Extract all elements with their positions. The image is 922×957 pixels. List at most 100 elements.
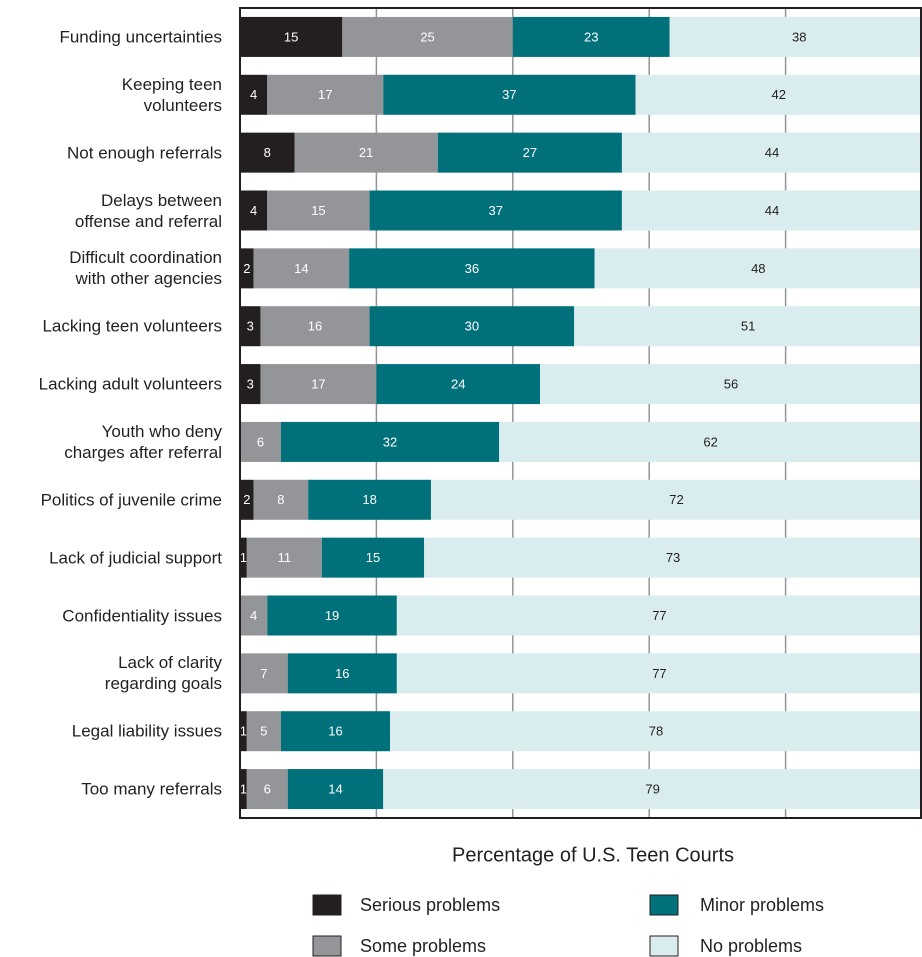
data-label: 27 bbox=[523, 145, 537, 160]
y-tick-label: Lacking teen volunteers bbox=[42, 316, 222, 336]
bar-segment bbox=[240, 132, 295, 173]
bar-segment bbox=[240, 190, 268, 231]
bar-segment bbox=[240, 711, 247, 752]
y-tick-label: Keeping teen volunteers bbox=[121, 74, 222, 115]
data-label: 16 bbox=[328, 724, 342, 739]
bar-segment bbox=[396, 595, 922, 636]
data-label: 1 bbox=[240, 782, 247, 797]
data-label: 6 bbox=[264, 782, 271, 797]
bar-segment bbox=[369, 306, 575, 347]
y-tick-label: Politics of juvenile crime bbox=[40, 490, 222, 510]
data-label: 11 bbox=[278, 550, 292, 565]
bar-segment bbox=[240, 306, 261, 347]
data-label: 21 bbox=[359, 145, 373, 160]
legend-swatch bbox=[312, 894, 342, 916]
bar-segment bbox=[240, 421, 281, 462]
data-label: 42 bbox=[772, 87, 786, 102]
bar-segment bbox=[342, 16, 513, 57]
data-label: 44 bbox=[765, 203, 779, 218]
data-label: 19 bbox=[325, 608, 339, 623]
data-label: 51 bbox=[741, 319, 755, 334]
bar-segment bbox=[621, 132, 922, 173]
data-label: 18 bbox=[362, 492, 376, 507]
legend-label: Minor problems bbox=[700, 895, 824, 915]
data-label: 48 bbox=[751, 261, 765, 276]
data-label: 15 bbox=[366, 550, 380, 565]
plot-frame bbox=[239, 7, 922, 819]
bar-segment bbox=[512, 16, 670, 57]
data-label: 8 bbox=[264, 145, 271, 160]
data-label: 37 bbox=[489, 203, 503, 218]
bar-segment bbox=[246, 711, 281, 752]
data-label: 30 bbox=[465, 319, 479, 334]
data-label: 72 bbox=[669, 492, 683, 507]
data-label: 4 bbox=[250, 203, 257, 218]
y-tick-label: Youth who deny charges after referral bbox=[64, 421, 222, 462]
bar-segment bbox=[260, 306, 370, 347]
y-tick-label: Lacking adult volunteers bbox=[38, 374, 222, 394]
legend-swatch bbox=[312, 935, 342, 957]
data-label: 4 bbox=[250, 608, 257, 623]
bar-segment bbox=[240, 479, 254, 520]
bar-segment bbox=[308, 479, 431, 520]
data-label: 14 bbox=[328, 782, 342, 797]
data-label: 56 bbox=[724, 377, 738, 392]
data-label: 3 bbox=[247, 319, 254, 334]
bar-segment bbox=[594, 248, 922, 289]
data-label: 5 bbox=[260, 724, 267, 739]
bar-segment bbox=[240, 74, 268, 115]
bar-segment bbox=[369, 190, 622, 231]
data-label: 17 bbox=[311, 377, 325, 392]
data-label: 1 bbox=[240, 724, 247, 739]
bar-segment bbox=[621, 190, 922, 231]
data-label: 24 bbox=[451, 377, 465, 392]
data-label: 6 bbox=[257, 434, 264, 449]
bar-segment bbox=[240, 653, 288, 694]
bar-segment bbox=[240, 537, 247, 578]
y-tick-label: Confidentiality issues bbox=[62, 606, 222, 625]
data-label: 15 bbox=[284, 29, 298, 44]
bar-segment bbox=[280, 711, 391, 752]
bar-segment bbox=[349, 248, 595, 289]
data-label: 79 bbox=[645, 782, 659, 797]
data-label: 1 bbox=[240, 550, 247, 565]
bar-segment bbox=[246, 769, 288, 810]
bar-segment bbox=[437, 132, 622, 173]
data-label: 32 bbox=[383, 434, 397, 449]
data-label: 44 bbox=[765, 145, 779, 160]
data-label: 2 bbox=[243, 492, 250, 507]
y-tick-label: Difficult coordination with other agenci… bbox=[69, 248, 222, 289]
bar-segment bbox=[383, 769, 922, 810]
y-tick-label: Delays between offense and referral bbox=[74, 190, 222, 231]
y-tick-label: Lack of judicial support bbox=[49, 548, 222, 568]
bar-segment bbox=[267, 595, 397, 636]
data-label: 37 bbox=[502, 87, 516, 102]
legend-label: No problems bbox=[700, 936, 802, 956]
bar-segment bbox=[499, 421, 922, 462]
bar-segment bbox=[287, 653, 397, 694]
data-label: 77 bbox=[652, 608, 666, 623]
bar-segment bbox=[321, 537, 425, 578]
data-label: 15 bbox=[311, 203, 325, 218]
legend-label: Serious problems bbox=[360, 895, 500, 915]
bar-segment bbox=[260, 364, 377, 405]
data-label: 38 bbox=[792, 29, 806, 44]
data-label: 2 bbox=[243, 261, 250, 276]
legend-swatch bbox=[649, 894, 679, 916]
bar-segment bbox=[240, 248, 254, 289]
bar-segment bbox=[240, 595, 268, 636]
bar-segment bbox=[430, 479, 922, 520]
bar-segment bbox=[240, 16, 343, 57]
bar-segment bbox=[253, 479, 309, 520]
data-label: 73 bbox=[666, 550, 680, 565]
data-label: 16 bbox=[335, 666, 349, 681]
bar-segment bbox=[669, 16, 922, 57]
x-axis-label: Percentage of U.S. Teen Courts bbox=[452, 844, 734, 866]
data-label: 62 bbox=[703, 434, 717, 449]
data-label: 4 bbox=[250, 87, 257, 102]
data-label: 17 bbox=[318, 87, 332, 102]
bar-segment bbox=[240, 769, 247, 810]
data-label: 25 bbox=[420, 29, 434, 44]
